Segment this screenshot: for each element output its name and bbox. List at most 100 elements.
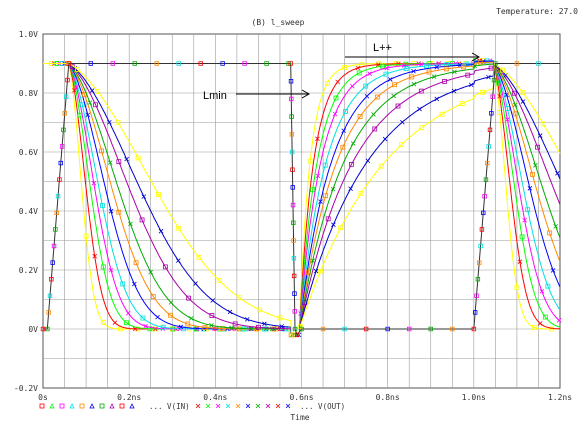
- vout-marker: [185, 321, 191, 327]
- vout-marker: [176, 225, 182, 231]
- legend-marker: [39, 403, 45, 409]
- legend-marker: [69, 403, 75, 409]
- vout-marker: [277, 315, 283, 321]
- vout-marker: [375, 62, 381, 67]
- vin-marker: [242, 61, 247, 66]
- vout-marker: [297, 323, 303, 329]
- vout-marker: [374, 94, 380, 100]
- vout-marker: [315, 136, 320, 142]
- vout-marker: [411, 68, 416, 74]
- vout-marker: [500, 67, 506, 73]
- vout-marker: [540, 121, 546, 127]
- vin-marker: [536, 61, 541, 66]
- vin-marker: [198, 61, 203, 66]
- legend-marker: [275, 403, 281, 409]
- vout-marker: [380, 63, 385, 69]
- vout-marker: [342, 65, 347, 70]
- vout-marker: [539, 289, 545, 294]
- legend-marker: [59, 403, 65, 409]
- vout-marker: [156, 192, 161, 197]
- y-tick-label: 1.0V: [19, 30, 38, 39]
- vin-marker: [483, 177, 489, 182]
- vout-marker: [387, 77, 393, 82]
- vout-marker: [324, 80, 330, 86]
- vin-marker: [220, 61, 225, 66]
- vout-marker: [522, 217, 527, 223]
- vin-marker: [289, 114, 294, 119]
- vin-marker: [61, 127, 66, 133]
- vout-marker: [383, 71, 389, 77]
- vout-marker: [548, 326, 554, 332]
- vout-marker: [365, 158, 371, 164]
- vin-marker: [291, 273, 297, 279]
- vout-marker: [257, 307, 263, 313]
- x-tick-label: 0.4ns: [203, 393, 227, 402]
- vout-marker: [511, 90, 517, 96]
- vin-marker: [46, 310, 51, 315]
- vin-marker: [450, 326, 455, 332]
- vout-marker: [148, 269, 153, 275]
- x-tick-label: 0.2ns: [117, 393, 141, 402]
- vout-marker: [150, 294, 156, 299]
- legend-marker: [129, 403, 135, 409]
- vout-marker: [488, 65, 494, 71]
- vout-marker: [75, 67, 80, 72]
- vin-marker: [58, 160, 63, 166]
- vout-marker: [409, 74, 415, 80]
- vout-marker: [520, 90, 526, 96]
- vout-marker: [323, 193, 329, 199]
- vout-marker: [310, 258, 315, 263]
- vout-marker: [426, 69, 432, 75]
- vout-marker: [124, 320, 129, 326]
- vout-marker: [89, 88, 95, 93]
- vout-marker: [468, 82, 474, 88]
- vout-marker: [434, 96, 440, 102]
- vout-marker: [419, 125, 425, 131]
- vin-marker: [474, 293, 479, 299]
- vin-marker: [299, 326, 304, 332]
- vout-marker: [335, 79, 340, 85]
- vout-marker: [95, 89, 101, 94]
- vout-marker: [531, 325, 537, 330]
- vin-marker: [47, 293, 53, 299]
- legend-marker: [89, 403, 95, 409]
- vout-marker: [465, 72, 471, 78]
- vin-marker: [482, 194, 487, 199]
- vout-marker: [331, 222, 336, 227]
- y-tick-label: 0.2V: [19, 266, 38, 275]
- vout-marker: [262, 321, 267, 327]
- vout-marker: [530, 171, 535, 177]
- vout-marker: [160, 324, 166, 330]
- vout-marker: [372, 126, 378, 132]
- vin-marker: [292, 326, 298, 332]
- legend-vout-label: ... V(OUT): [300, 402, 345, 411]
- vin-marker: [385, 326, 390, 332]
- vout-marker: [307, 158, 313, 164]
- vin-marker: [289, 96, 294, 102]
- vin-marker: [154, 61, 159, 66]
- vout-marker: [537, 321, 543, 326]
- x-tick-label: 0s: [38, 393, 48, 402]
- vin-marker: [55, 194, 61, 199]
- vout-marker: [478, 60, 484, 66]
- vout-marker: [348, 186, 353, 191]
- vout-marker: [322, 162, 328, 168]
- vout-marker: [517, 259, 523, 264]
- vin-marker: [493, 61, 498, 66]
- y-tick-label: 0.6V: [19, 148, 38, 157]
- vin-marker: [49, 277, 54, 282]
- lmin-arrowhead: [301, 89, 311, 99]
- vout-marker: [229, 325, 234, 331]
- vout-marker: [135, 155, 141, 161]
- y-tick-label: -0.2V: [14, 384, 38, 393]
- vin-marker: [45, 326, 50, 332]
- vout-marker: [186, 295, 192, 301]
- vin-marker: [472, 310, 478, 315]
- vin-marker: [291, 255, 297, 261]
- vout-marker: [141, 194, 147, 199]
- vout-marker: [418, 88, 424, 94]
- vout-marker: [514, 285, 520, 291]
- vout-marker: [359, 61, 365, 67]
- vout-marker: [124, 156, 129, 162]
- vin-marker: [342, 326, 347, 332]
